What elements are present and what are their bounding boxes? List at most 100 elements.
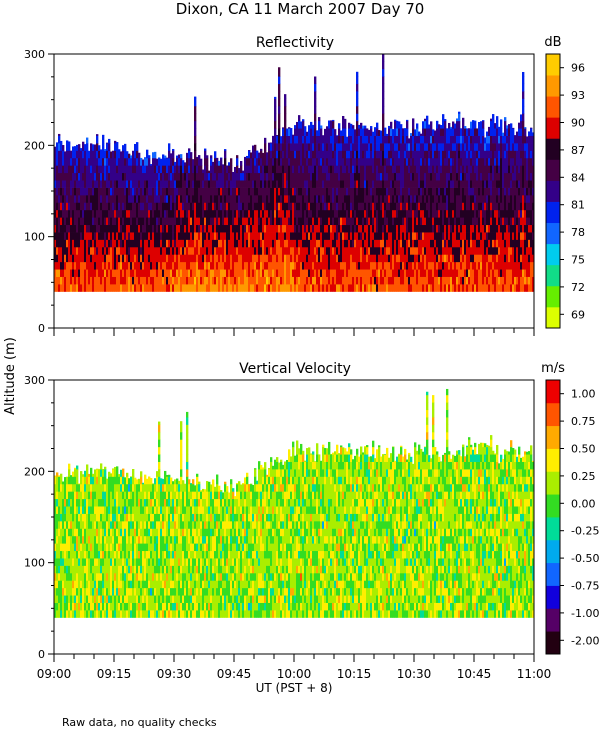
heatmap-cell <box>512 143 515 151</box>
heatmap-cell <box>338 128 341 136</box>
heatmap-cell <box>256 217 259 226</box>
heatmap-cell <box>218 165 221 174</box>
heatmap-cell <box>386 202 389 211</box>
heatmap-cell <box>330 157 333 166</box>
heatmap-cell <box>404 187 407 196</box>
heatmap-cell <box>210 155 213 159</box>
heatmap-cell <box>428 124 431 129</box>
heatmap-cell <box>354 239 357 248</box>
heatmap-cell <box>404 269 407 277</box>
heatmap-cell <box>504 187 507 196</box>
heatmap-cell <box>360 195 363 203</box>
heatmap-cell <box>160 202 163 211</box>
heatmap-cell <box>148 239 151 248</box>
heatmap-cell <box>454 143 457 151</box>
heatmap-cell <box>378 261 381 270</box>
heatmap-cell <box>188 269 191 277</box>
heatmap-cell <box>328 224 331 233</box>
heatmap-cell <box>488 254 491 263</box>
heatmap-cell <box>502 276 505 285</box>
heatmap-cell <box>254 232 257 240</box>
heatmap-cell <box>380 224 383 233</box>
heatmap-cell <box>380 261 383 270</box>
heatmap-cell <box>164 172 167 181</box>
heatmap-cell <box>506 157 509 166</box>
heatmap-cell <box>484 209 487 218</box>
heatmap-cell <box>288 209 291 218</box>
heatmap-cell <box>200 276 203 285</box>
heatmap-cell <box>498 209 501 218</box>
heatmap-cell <box>174 269 177 277</box>
heatmap-cell <box>474 195 477 203</box>
heatmap-cell <box>278 68 281 77</box>
heatmap-cell <box>334 284 337 292</box>
heatmap-cell <box>236 261 239 270</box>
heatmap-cell <box>164 224 167 233</box>
heatmap-cell <box>104 276 107 285</box>
heatmap-cell <box>214 246 217 255</box>
heatmap-cell <box>346 217 349 226</box>
heatmap-cell <box>262 232 265 240</box>
heatmap-cell <box>194 143 197 151</box>
heatmap-cell <box>518 202 521 211</box>
heatmap-cell <box>66 217 69 226</box>
heatmap-cell <box>472 120 475 129</box>
heatmap-cell <box>290 135 293 144</box>
heatmap-cell <box>356 143 359 151</box>
heatmap-cell <box>328 276 331 285</box>
heatmap-cell <box>452 246 455 255</box>
heatmap-cell <box>108 284 111 292</box>
heatmap-cell <box>414 187 417 196</box>
heatmap-cell <box>176 157 179 166</box>
heatmap-cell <box>258 152 261 159</box>
heatmap-cell <box>418 261 421 270</box>
heatmap-cell <box>364 187 367 196</box>
heatmap-cell <box>362 195 365 203</box>
heatmap-cell <box>506 195 509 203</box>
heatmap-cell <box>400 143 403 151</box>
heatmap-cell <box>186 195 189 203</box>
heatmap-cell <box>358 180 361 188</box>
heatmap-cell <box>492 202 495 211</box>
heatmap-cell <box>390 121 393 129</box>
heatmap-cell <box>278 232 281 240</box>
heatmap-cell <box>64 276 67 285</box>
heatmap-cell <box>102 195 105 203</box>
heatmap-cell <box>398 284 401 292</box>
heatmap-cell <box>210 157 213 166</box>
heatmap-cell <box>220 180 223 188</box>
heatmap-cell <box>382 143 385 151</box>
heatmap-cell <box>518 269 521 277</box>
heatmap-cell <box>364 217 367 226</box>
heatmap-cell <box>464 180 467 188</box>
heatmap-cell <box>296 172 299 181</box>
heatmap-cell <box>414 129 417 136</box>
heatmap-cell <box>516 239 519 248</box>
heatmap-cell <box>142 209 145 218</box>
heatmap-cell <box>468 261 471 270</box>
heatmap-cell <box>134 150 137 159</box>
heatmap-cell <box>354 261 357 270</box>
heatmap-cell <box>246 195 249 203</box>
heatmap-cell <box>488 150 491 159</box>
heatmap-cell <box>282 224 285 233</box>
heatmap-cell <box>254 195 257 203</box>
heatmap-cell <box>174 202 177 211</box>
heatmap-cell <box>98 284 101 292</box>
heatmap-cell <box>248 180 251 188</box>
heatmap-cell <box>302 172 305 181</box>
heatmap-cell <box>278 120 281 129</box>
heatmap-cell <box>488 239 491 248</box>
heatmap-cell <box>298 284 301 292</box>
heatmap-cell <box>396 180 399 188</box>
heatmap-cell <box>174 217 177 226</box>
heatmap-cell <box>386 217 389 226</box>
heatmap-cell <box>264 180 267 188</box>
heatmap-cell <box>270 254 273 263</box>
heatmap-cell <box>292 187 295 196</box>
heatmap-cell <box>442 276 445 285</box>
heatmap-cell <box>374 232 377 240</box>
heatmap-cell <box>430 172 433 181</box>
heatmap-cell <box>380 135 383 144</box>
heatmap-cell <box>222 246 225 255</box>
